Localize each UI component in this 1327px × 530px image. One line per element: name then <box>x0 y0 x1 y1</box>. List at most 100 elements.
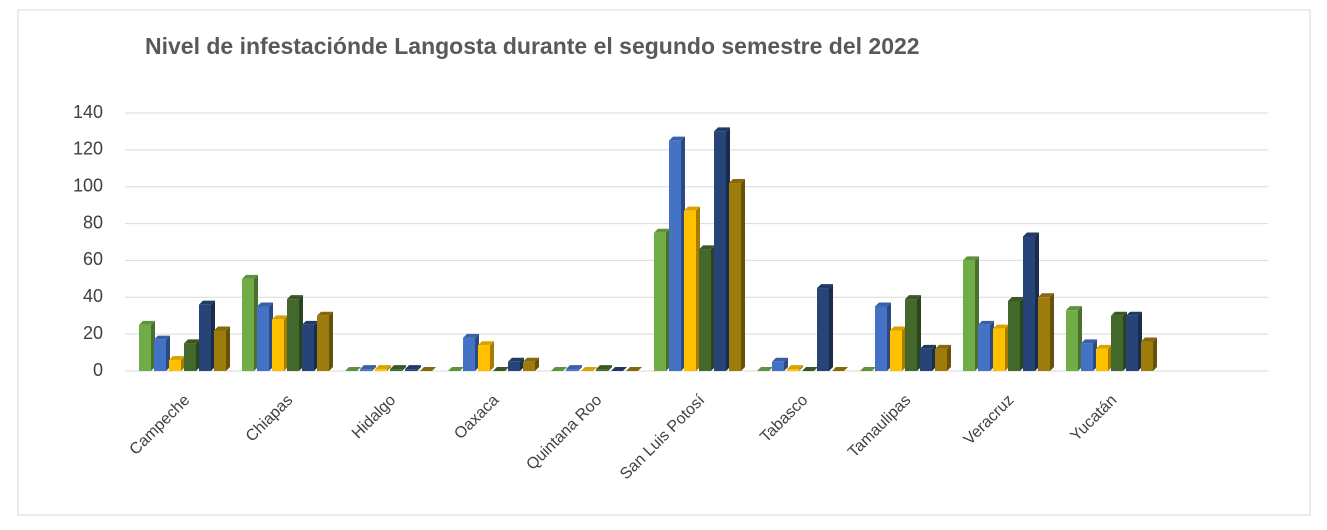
bar-side <box>829 284 833 371</box>
bar <box>669 140 681 371</box>
bar-top <box>978 320 994 325</box>
bar <box>360 369 372 371</box>
bar <box>714 131 726 371</box>
bar-top <box>772 357 788 362</box>
bar-top <box>360 365 376 370</box>
bar <box>508 361 520 371</box>
bar <box>390 369 402 371</box>
chart-title: Nivel de infestaciónde Langosta durante … <box>145 33 920 59</box>
bar-top <box>920 344 936 349</box>
bar-top <box>860 367 876 371</box>
bar <box>463 337 475 371</box>
bar-top <box>139 320 155 325</box>
bar <box>184 343 196 371</box>
bar <box>272 319 284 371</box>
bar-top <box>905 295 921 300</box>
y-tick-label: 80 <box>83 212 103 232</box>
y-tick-label: 100 <box>73 175 103 195</box>
bar-top <box>787 365 803 370</box>
bar <box>566 369 578 371</box>
bar-top <box>729 179 745 184</box>
bar-top <box>463 333 479 338</box>
bar-top <box>169 355 185 360</box>
bar-top <box>699 245 715 250</box>
bar <box>890 330 902 371</box>
bar <box>1066 310 1078 371</box>
bar <box>375 369 387 371</box>
bar-top <box>669 136 685 141</box>
bar-top <box>875 302 891 307</box>
y-tick-label: 60 <box>83 249 103 269</box>
bar <box>1081 343 1093 371</box>
bar <box>1038 297 1050 371</box>
bar <box>963 260 975 371</box>
y-tick-label: 40 <box>83 286 103 306</box>
bar-top <box>257 302 273 307</box>
bar-top <box>566 365 582 370</box>
bar-side <box>578 365 582 371</box>
bar-top <box>935 344 951 349</box>
bar-side <box>1153 337 1157 371</box>
y-tick-label: 140 <box>73 102 103 122</box>
bar-top <box>184 339 200 344</box>
bar-top <box>802 367 818 371</box>
bar-top <box>817 284 833 289</box>
bar <box>684 210 696 371</box>
bar-side <box>535 357 539 371</box>
bar <box>978 324 990 371</box>
bar <box>993 328 1005 371</box>
bar-top <box>420 367 436 371</box>
bar-top <box>832 367 848 371</box>
bar-top <box>523 357 539 362</box>
bar <box>139 324 151 371</box>
bar <box>772 361 784 371</box>
bar-side <box>608 365 612 371</box>
bar-top <box>390 365 406 370</box>
bar-top <box>1096 344 1112 349</box>
bar-top <box>1126 311 1142 316</box>
bar-side <box>490 341 494 371</box>
bar-top <box>626 367 642 371</box>
bar <box>214 330 226 371</box>
bar <box>787 369 799 371</box>
bar-top <box>993 324 1009 329</box>
bar-top <box>1111 311 1127 316</box>
bar <box>699 249 711 371</box>
bar <box>1141 341 1153 371</box>
bar-side <box>799 365 803 371</box>
bar-top <box>1066 306 1082 311</box>
bar <box>875 306 887 371</box>
bar-top <box>199 300 215 305</box>
bar <box>257 306 269 371</box>
bar-top <box>684 206 700 211</box>
bar-side <box>741 179 745 371</box>
bar <box>478 345 490 371</box>
bar-top <box>154 335 170 340</box>
bar-top <box>963 256 979 261</box>
bar-top <box>551 367 567 371</box>
bar-top <box>448 367 464 371</box>
y-tick-label: 20 <box>83 323 103 343</box>
y-tick-label: 0 <box>93 360 103 380</box>
bar-top <box>214 326 230 331</box>
bar <box>920 348 932 371</box>
bar <box>935 348 947 371</box>
bar <box>154 339 166 371</box>
bar-top <box>405 365 421 370</box>
bar-top <box>272 315 288 320</box>
bar-top <box>345 367 361 371</box>
bar <box>1126 315 1138 371</box>
bar <box>654 232 666 371</box>
bar <box>817 288 829 371</box>
bar <box>1111 315 1123 371</box>
bar-top <box>1008 296 1024 301</box>
bar <box>317 315 329 371</box>
bar-side <box>387 365 391 371</box>
bar <box>596 369 608 371</box>
bar-top <box>1081 339 1097 344</box>
bar-top <box>611 367 627 371</box>
bar <box>169 359 181 371</box>
bar-top <box>302 320 318 325</box>
bar <box>729 183 741 371</box>
